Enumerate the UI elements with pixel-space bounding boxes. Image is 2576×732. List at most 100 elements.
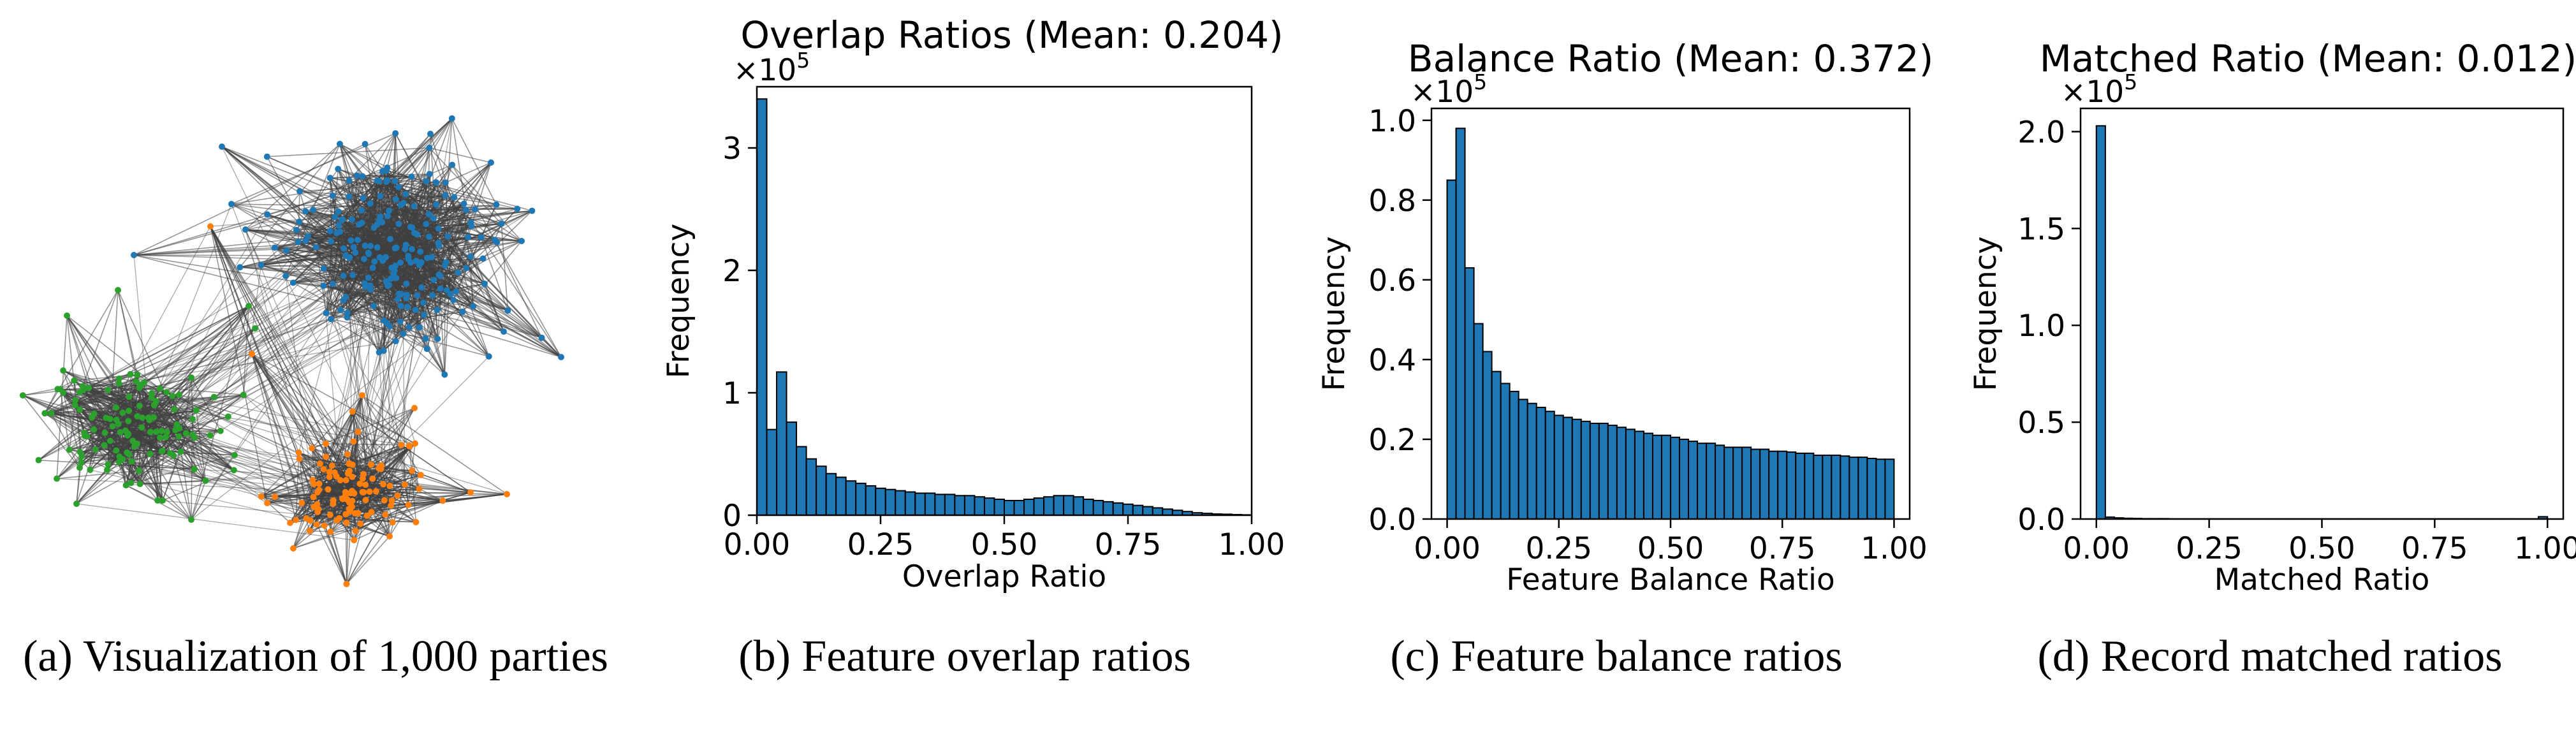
- network-edge: [332, 231, 341, 284]
- network-node: [54, 386, 61, 393]
- network-node: [320, 465, 327, 472]
- network-node: [113, 447, 120, 454]
- network-node: [109, 423, 116, 430]
- network-edge: [402, 203, 411, 228]
- histogram-bar: [1741, 446, 1752, 520]
- network-edge: [112, 426, 123, 460]
- network-node: [397, 259, 404, 266]
- network-node: [426, 144, 433, 151]
- network-node: [408, 245, 415, 253]
- network-edge: [340, 244, 407, 311]
- network-edge: [339, 143, 387, 171]
- x-tick-label: 0.00: [724, 527, 791, 562]
- network-edge: [162, 469, 235, 501]
- y-tick-label: 1.0: [2017, 309, 2065, 344]
- network-node: [339, 216, 346, 223]
- network-edge: [192, 434, 207, 481]
- network-edge: [470, 256, 504, 332]
- network-node: [411, 405, 418, 411]
- network-node: [449, 161, 456, 168]
- network-edge: [38, 459, 194, 470]
- network-edge: [149, 257, 380, 421]
- network-node: [470, 303, 477, 310]
- network-node: [104, 466, 111, 473]
- network-node: [433, 179, 440, 186]
- y-axis-label: Frequency: [1968, 237, 2003, 392]
- histogram-bar: [914, 492, 926, 516]
- histogram-bar: [1607, 425, 1618, 520]
- network-node: [374, 244, 381, 251]
- network-node: [460, 200, 467, 207]
- network-edge: [138, 450, 163, 471]
- network-node: [295, 238, 302, 245]
- network-edge: [395, 265, 562, 358]
- network-edge: [384, 118, 453, 515]
- network-edge: [426, 288, 441, 349]
- network-node: [501, 328, 507, 335]
- network-edge: [45, 384, 141, 414]
- network-node: [342, 476, 349, 483]
- histogram-bar: [1152, 507, 1164, 516]
- network-node: [134, 371, 141, 378]
- network-node: [395, 221, 402, 228]
- network-edge: [38, 413, 95, 461]
- network-node: [416, 485, 423, 492]
- network-edge: [408, 445, 420, 489]
- network-edge: [66, 315, 161, 390]
- histogram-bar: [1526, 402, 1537, 520]
- network-edge: [133, 143, 365, 256]
- network-node: [392, 130, 399, 137]
- network-edge: [316, 247, 388, 324]
- network-node: [442, 179, 449, 186]
- network-node: [392, 262, 399, 269]
- network-node: [87, 466, 94, 473]
- x-tick-label: 1.00: [2514, 531, 2576, 566]
- network-node: [435, 225, 442, 232]
- network-edge: [330, 177, 497, 205]
- network-edge: [245, 229, 354, 493]
- network-node: [128, 479, 135, 487]
- histogram-bar: [1053, 495, 1065, 516]
- network-edge: [151, 305, 249, 399]
- network-edge: [117, 289, 207, 481]
- network-edge: [343, 275, 382, 469]
- network-edge: [330, 530, 356, 532]
- y-tick-label: 3: [722, 131, 742, 166]
- network-node: [156, 434, 163, 441]
- network-edge: [174, 409, 409, 446]
- network-edge: [325, 457, 334, 504]
- network-edge: [358, 431, 421, 476]
- x-tick-label: 0.50: [2288, 531, 2355, 566]
- histogram-bar: [1553, 414, 1564, 520]
- histogram-bar: [1023, 499, 1035, 516]
- network-node: [387, 235, 394, 242]
- network-node: [370, 224, 377, 231]
- network-edge: [372, 267, 409, 505]
- network-node: [131, 443, 138, 450]
- network-node: [126, 407, 133, 414]
- network-node: [393, 275, 400, 282]
- histogram-bar: [1589, 422, 1600, 520]
- y-tick-label: 0.6: [1368, 263, 1416, 298]
- network-node: [359, 475, 366, 482]
- network-node: [258, 493, 265, 500]
- y-tick-label: 0: [722, 499, 742, 534]
- network-node: [133, 378, 140, 385]
- y-tick-label: 0.5: [2017, 406, 2065, 441]
- network-edge: [108, 353, 252, 391]
- network-node: [472, 206, 479, 213]
- network-edge: [165, 277, 369, 437]
- network-node: [298, 499, 305, 506]
- network-edge: [387, 216, 451, 295]
- network-node: [359, 488, 366, 495]
- network-node: [344, 451, 351, 458]
- network-node: [302, 208, 309, 215]
- network-edge: [251, 353, 416, 444]
- network-node: [219, 143, 225, 150]
- network-edge: [240, 267, 439, 275]
- network-node: [462, 207, 469, 214]
- network-edge: [316, 524, 348, 585]
- network-node: [359, 173, 366, 180]
- network-node: [326, 473, 333, 480]
- network-edge: [126, 436, 179, 486]
